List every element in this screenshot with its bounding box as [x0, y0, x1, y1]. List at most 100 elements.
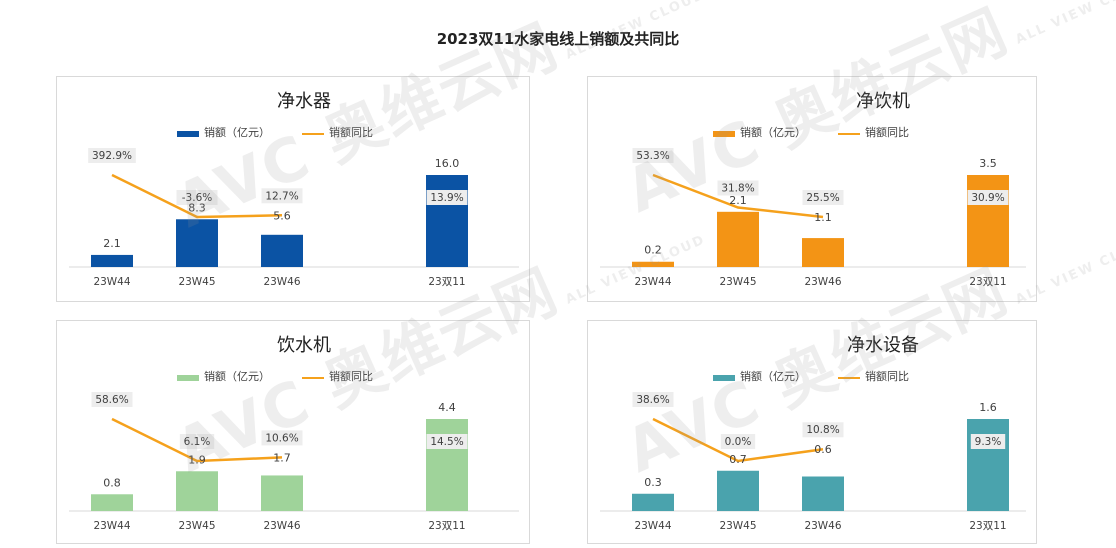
chart-title: 净饮机	[856, 91, 910, 112]
yoy-label-bg	[720, 434, 756, 449]
legend-label-bar: 销额（亿元）	[740, 125, 806, 139]
bar-value-label: 5.6	[273, 209, 291, 222]
yoy-label: 53.3%	[636, 150, 669, 162]
chart-panel-water-purifier: 净水器 销额（亿元） 销额同比 23W44 23W45 23W46 23双11 392.9% -…	[56, 76, 530, 302]
bar-value-label: 1.1	[814, 211, 832, 224]
x-tick-label: 23W46	[263, 520, 300, 532]
legend-label-bar: 销额（亿元）	[204, 125, 270, 139]
legend-swatch-bar	[177, 375, 199, 381]
yoy-label: 10.8%	[806, 424, 839, 436]
yoy-label: 14.5%	[430, 436, 463, 448]
legend-label-bar: 销额（亿元）	[740, 369, 806, 383]
x-tick-label: 23双11	[969, 276, 1006, 288]
bar	[717, 470, 759, 511]
yoy-label-bg	[91, 392, 133, 407]
bar	[176, 219, 218, 267]
x-tick-label: 23W45	[719, 520, 756, 532]
legend-label-line: 销额同比	[329, 369, 373, 383]
yoy-label: 13.9%	[430, 192, 463, 204]
yoy-label: 12.7%	[265, 190, 298, 202]
bar	[802, 238, 844, 267]
yoy-label: 25.5%	[806, 192, 839, 204]
chart-title: 饮水机	[277, 335, 331, 356]
bar-value-label: 0.2	[644, 244, 662, 257]
bar-value-label: 2.1	[729, 194, 747, 207]
x-tick-label: 23W45	[719, 276, 756, 288]
yoy-line	[652, 417, 824, 463]
chart-title: 净水设备	[847, 335, 919, 356]
bar	[91, 494, 133, 511]
legend-swatch-bar	[177, 131, 199, 137]
bar-value-label: 0.3	[644, 476, 662, 489]
yoy-label-bg	[802, 190, 844, 205]
x-tick-label: 23双11	[969, 520, 1006, 532]
yoy-label-bg	[426, 190, 468, 205]
bar	[967, 175, 1009, 267]
yoy-label-bg	[179, 434, 215, 449]
page-title: 2023双11水家电线上销额及共同比	[436, 30, 680, 48]
x-tick-label: 23W45	[178, 520, 215, 532]
bar-value-label: 3.5	[979, 157, 997, 170]
legend-label-line: 销额同比	[865, 369, 909, 383]
bar-value-label: 1.9	[188, 453, 206, 466]
bar	[717, 211, 759, 267]
bar	[967, 419, 1009, 511]
bar	[426, 419, 468, 511]
bar-value-label: 1.6	[979, 401, 997, 414]
x-tick-label: 23W44	[93, 276, 130, 288]
yoy-label-bg	[88, 148, 136, 163]
yoy-label-bg	[632, 392, 674, 407]
x-tick-label: 23W46	[263, 276, 300, 288]
legend-swatch-bar	[713, 375, 735, 381]
yoy-label: 10.6%	[265, 432, 298, 444]
yoy-label: -3.6%	[182, 192, 212, 204]
yoy-label-bg	[426, 434, 468, 449]
x-tick-label: 23双11	[428, 276, 465, 288]
yoy-label-bg	[176, 190, 218, 205]
chart-panel-water-equipment: 净水设备 销额（亿元） 销额同比 23W44 23W45 23W46 23双11 38.6% 0…	[587, 320, 1037, 544]
yoy-label-bg	[970, 434, 1006, 449]
yoy-label: 58.6%	[95, 394, 128, 406]
legend-label-line: 销额同比	[865, 125, 909, 139]
yoy-label: 9.3%	[975, 436, 1002, 448]
legend-label-bar: 销额（亿元）	[204, 369, 270, 383]
bar-value-label: 0.7	[729, 453, 747, 466]
yoy-line	[111, 417, 283, 463]
bar-value-label: 1.7	[273, 451, 291, 464]
x-tick-label: 23W44	[93, 520, 130, 532]
chart-panel-purified-drinking-machine: 净饮机销额（亿元） 销额同比 23W44 23W45 23W46 23双11 53.3% 31…	[587, 76, 1037, 302]
x-tick-label: 23W44	[634, 276, 671, 288]
bar	[91, 254, 133, 267]
yoy-line	[111, 173, 283, 219]
legend-swatch-bar	[713, 131, 735, 137]
bar	[632, 261, 674, 267]
bar-value-label: 0.8	[103, 476, 121, 489]
bar	[261, 475, 303, 511]
yoy-label-bg	[967, 190, 1009, 205]
chart-title: 净水器	[277, 91, 331, 112]
yoy-label-bg	[802, 422, 844, 438]
legend-label-line: 销额同比	[329, 125, 373, 139]
bar	[426, 175, 468, 267]
bar-value-label: 16.0	[435, 157, 460, 170]
yoy-line	[652, 173, 824, 219]
yoy-label-bg	[717, 180, 759, 196]
yoy-label-bg	[261, 430, 303, 446]
yoy-label: 392.9%	[92, 150, 132, 162]
x-tick-label: 23W44	[634, 520, 671, 532]
yoy-label-bg	[632, 148, 674, 163]
yoy-label: 6.1%	[184, 436, 211, 448]
bar-value-label: 2.1	[103, 237, 121, 250]
yoy-label: 30.9%	[971, 192, 1004, 204]
bar-value-label: 4.4	[438, 401, 456, 414]
bar-value-label: 0.6	[814, 443, 832, 456]
bar	[632, 493, 674, 511]
yoy-label: 38.6%	[636, 394, 669, 406]
yoy-label: 31.8%	[721, 182, 754, 194]
x-tick-label: 23W46	[804, 276, 841, 288]
bar	[261, 234, 303, 267]
x-tick-label: 23W45	[178, 276, 215, 288]
bar	[802, 476, 844, 511]
bar	[176, 471, 218, 511]
yoy-label: 0.0%	[725, 436, 752, 448]
